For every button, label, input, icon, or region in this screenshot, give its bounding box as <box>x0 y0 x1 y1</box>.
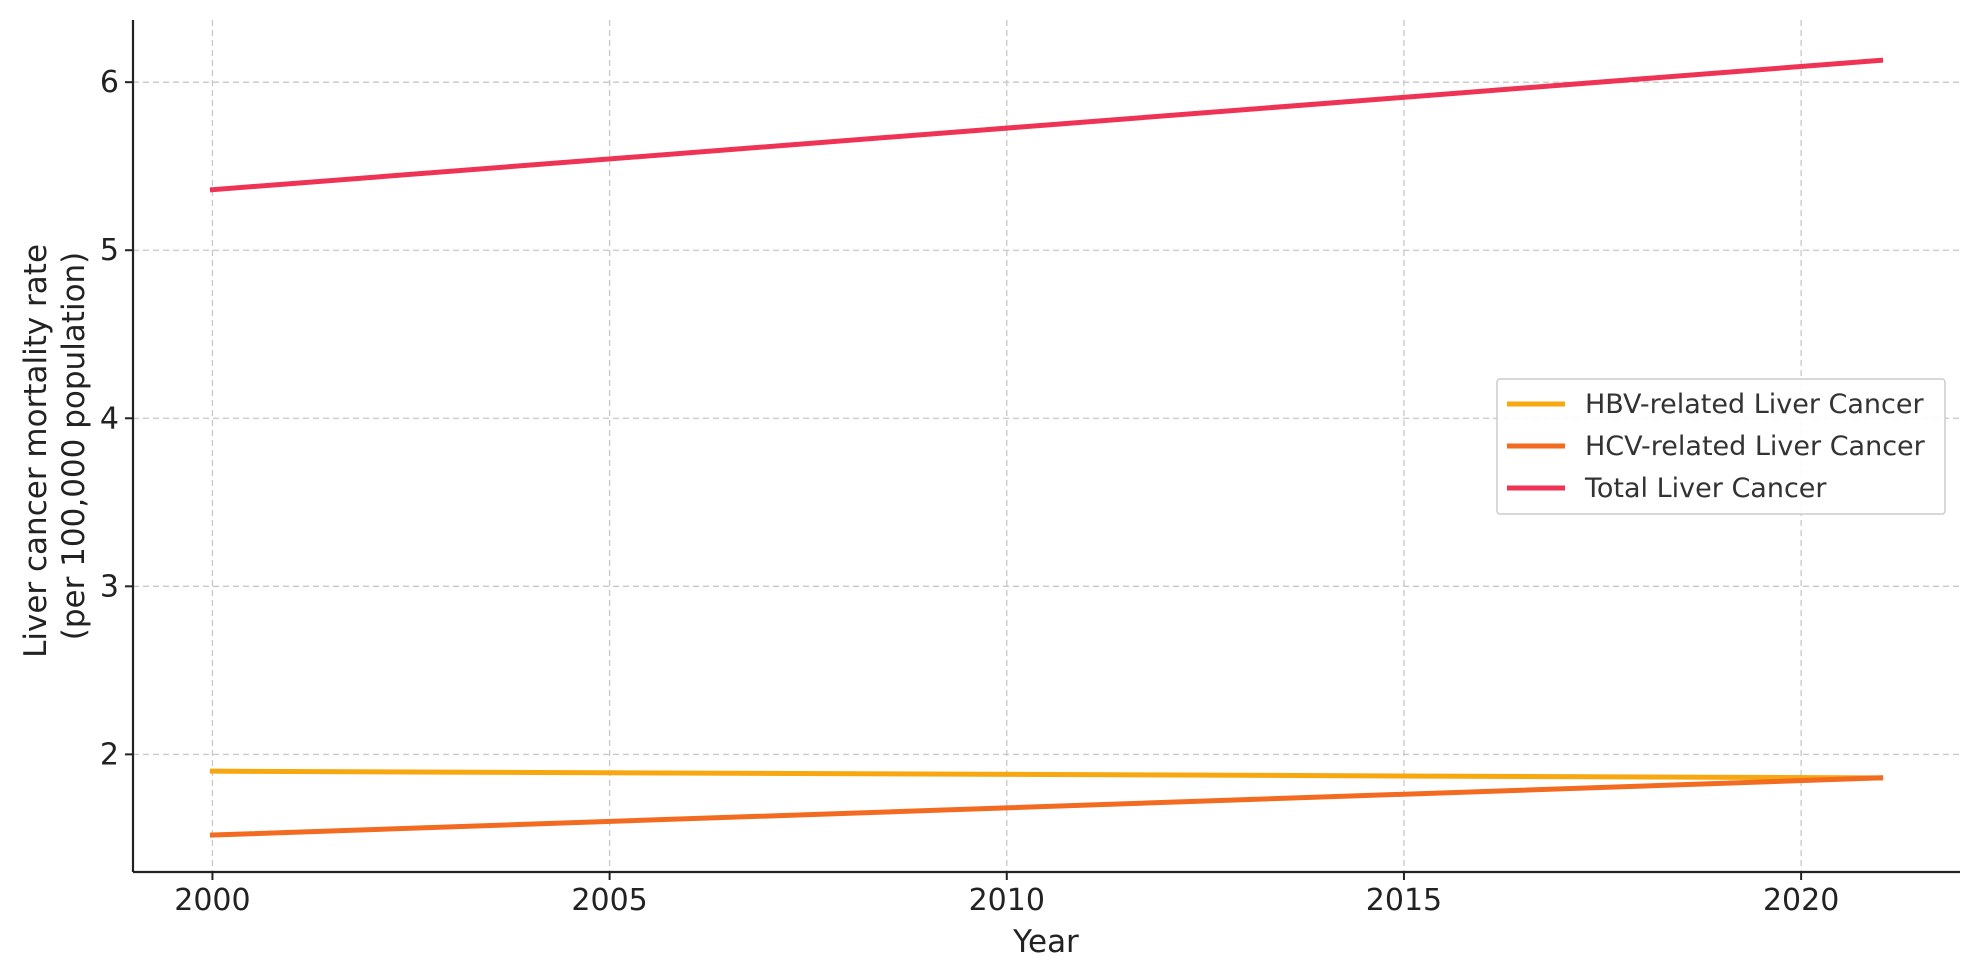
x-tick-labels: 2000 2005 2010 2015 2020 <box>174 872 1839 918</box>
x-tick-label: 2015 <box>1366 883 1442 918</box>
series-line-0 <box>209 768 1884 781</box>
x-tick-label: 2020 <box>1763 883 1839 918</box>
axes <box>131 20 1960 874</box>
series-line-2 <box>209 57 1884 193</box>
y-axis-title-line-1: Liver cancer mortality rate <box>18 244 54 658</box>
y-tick-label: 2 <box>100 737 119 772</box>
x-tick-label: 2010 <box>969 883 1045 918</box>
x-tick-label: 2005 <box>571 883 647 918</box>
y-axis-title-line-2: (per 100,000 population) <box>56 252 92 641</box>
series-lines <box>209 57 1884 838</box>
y-tick-labels: 2 3 4 5 6 <box>100 65 133 772</box>
y-tick-label: 3 <box>100 569 119 604</box>
x-tick-label: 2000 <box>174 883 250 918</box>
y-tick-label: 5 <box>100 233 119 268</box>
y-axis-title: Liver cancer mortality rate (per 100,000… <box>18 234 92 658</box>
y-tick-label: 4 <box>100 401 119 436</box>
legend-frame <box>1496 378 1946 515</box>
legend: HBV-related Liver Cancer HCV-related Live… <box>1496 378 1946 515</box>
legend-label-0: HBV-related Liver Cancer <box>1585 389 1924 420</box>
series-line-1 <box>209 775 1884 838</box>
x-axis-title: Year <box>1012 924 1079 960</box>
legend-label-1: HCV-related Liver Cancer <box>1585 431 1926 462</box>
y-tick-label: 6 <box>100 65 119 100</box>
legend-label-2: Total Liver Cancer <box>1584 473 1827 504</box>
